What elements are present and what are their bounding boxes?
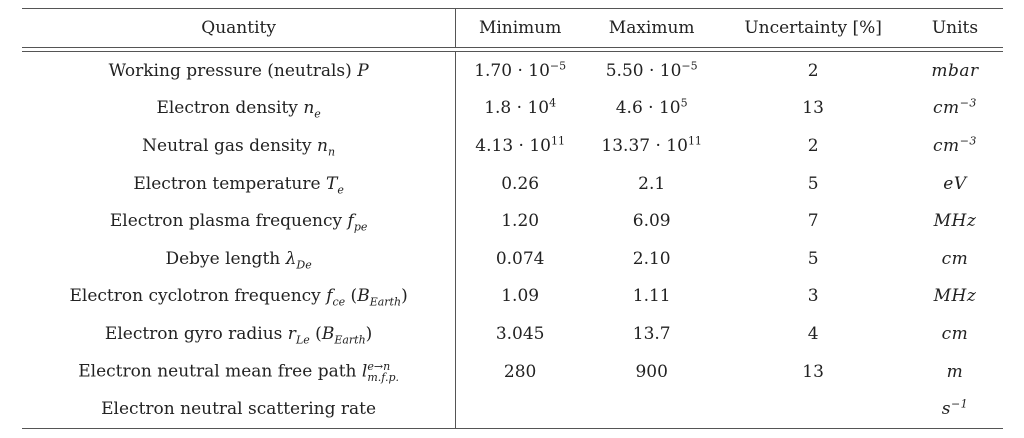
minimum-cell: 0.26 xyxy=(501,173,540,194)
table-row: Neutral gas density nn 4.13 · 1011 13.37… xyxy=(22,127,1003,165)
quantity-cell: Electron neutral scattering rate xyxy=(22,390,457,429)
units-cell: eV xyxy=(943,173,967,194)
table-row: Electron gyro radius rLe (BEarth) 3.045 … xyxy=(22,315,1003,353)
minimum-cell: 3.045 xyxy=(495,323,545,344)
uncertainty-cell: 4 xyxy=(807,323,819,344)
maximum-cell: 1.11 xyxy=(632,286,671,307)
minimum-cell: 1.8 · 104 xyxy=(484,96,557,119)
quantity-cell: Debye length λDe xyxy=(22,239,457,278)
minimum-cell: 1.70 · 10−5 xyxy=(474,59,567,81)
maximum-cell: 5.50 · 10−5 xyxy=(605,59,698,81)
minimum-cell: 4.13 · 1011 xyxy=(475,134,565,156)
minimum-cell: 1.20 xyxy=(501,211,540,232)
maximum-cell: 6.09 xyxy=(632,211,671,232)
units-cell: m xyxy=(946,361,964,382)
units-cell: MHz xyxy=(933,286,977,307)
header-quantity: Quantity xyxy=(22,8,457,48)
table-row: Working pressure (neutrals) P 1.70 · 10−… xyxy=(22,51,1003,90)
header-uncertainty: Uncertainty [%] xyxy=(744,18,882,38)
minimum-cell: 0.074 xyxy=(495,248,545,269)
table-body: Working pressure (neutrals) P 1.70 · 10−… xyxy=(22,51,1003,429)
minimum-cell: 1.09 xyxy=(501,286,540,307)
parameter-table-container: Quantity Minimum Maximum Uncertainty [%]… xyxy=(22,8,1003,429)
units-cell: MHz xyxy=(933,211,977,232)
units-cell: cm xyxy=(941,323,969,344)
quantity-cell: Electron density ne xyxy=(22,89,457,128)
header-units: Units xyxy=(931,18,979,38)
table-row: Electron plasma frequency fpe 1.20 6.09 … xyxy=(22,202,1003,240)
uncertainty-cell: 13 xyxy=(802,98,824,119)
table-row: Electron cyclotron frequency fce (BEarth… xyxy=(22,277,1003,316)
units-cell: s−1 xyxy=(906,390,1003,429)
table-row: Debye length λDe 0.074 2.10 5 cm xyxy=(22,239,1003,278)
uncertainty-cell xyxy=(719,390,907,429)
table-row: Electron density ne 1.8 · 104 4.6 · 105 … xyxy=(22,89,1003,128)
minimum-cell xyxy=(455,390,585,429)
uncertainty-cell: 3 xyxy=(807,286,819,307)
header-minimum: Minimum xyxy=(478,18,562,38)
minimum-cell: 280 xyxy=(503,361,537,382)
units-cell: mbar xyxy=(931,60,979,81)
plasma-parameter-table: Quantity Minimum Maximum Uncertainty [%]… xyxy=(22,8,1003,429)
table-row: Electron temperature Te 0.26 2.1 5 eV xyxy=(22,164,1003,203)
header-double-rule xyxy=(22,47,1003,52)
uncertainty-cell: 13 xyxy=(802,361,824,382)
table-header-row: Quantity Minimum Maximum Uncertainty [%]… xyxy=(22,8,1003,48)
maximum-cell: 13.7 xyxy=(632,323,671,344)
units-cell: cm−3 xyxy=(933,134,977,156)
maximum-cell: 2.10 xyxy=(632,248,671,269)
quantity-cell: Electron temperature Te xyxy=(22,164,457,203)
quantity-cell: Electron plasma frequency fpe xyxy=(22,202,457,240)
quantity-cell: Electron cyclotron frequency fce (BEarth… xyxy=(22,277,457,316)
maximum-cell: 13.37 · 1011 xyxy=(601,134,702,156)
units-cell: cm xyxy=(941,248,969,269)
maximum-cell xyxy=(584,390,720,429)
quantity-cell: Working pressure (neutrals) P xyxy=(22,51,457,90)
uncertainty-cell: 2 xyxy=(807,135,819,156)
quantity-cell: Electron gyro radius rLe (BEarth) xyxy=(22,315,457,353)
maximum-cell: 2.1 xyxy=(638,173,666,194)
units-cell: cm−3 xyxy=(933,96,977,119)
quantity-cell: Neutral gas density nn xyxy=(22,127,457,165)
maximum-cell: 900 xyxy=(635,361,668,382)
uncertainty-cell: 5 xyxy=(807,248,819,269)
uncertainty-cell: 7 xyxy=(807,211,819,232)
uncertainty-cell: 5 xyxy=(807,173,819,194)
uncertainty-cell: 2 xyxy=(807,60,819,81)
table-row: Electron neutral scattering rate s−1 xyxy=(22,390,1003,429)
quantity-cell: Electron neutral mean free path l e→n m.f.… xyxy=(22,352,457,391)
maximum-cell: 4.6 · 105 xyxy=(615,96,688,119)
header-maximum: Maximum xyxy=(608,18,695,38)
table-row: Electron neutral mean free path l e→n m.f.… xyxy=(22,352,1003,391)
